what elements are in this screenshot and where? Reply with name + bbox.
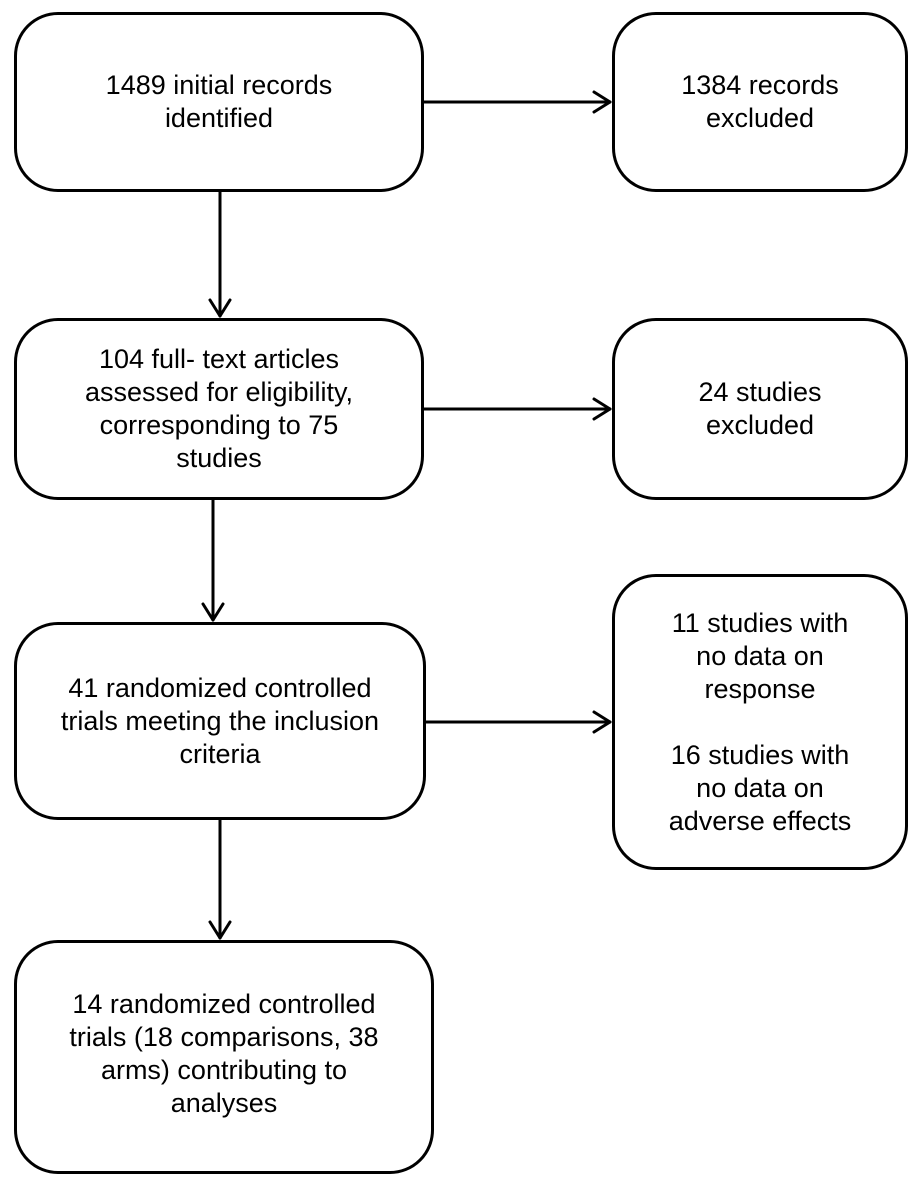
records-identified-box: 1489 initial records identified <box>14 12 424 192</box>
rcts-meeting-criteria-box: 41 randomized controlled trials meeting t… <box>14 622 426 820</box>
rcts-in-analyses-text: 14 randomized controlled trials (18 compa… <box>69 989 379 1118</box>
full-text-assessed-box: 104 full- text articles assessed for elig… <box>14 318 424 500</box>
rcts-in-analyses-box: 14 randomized controlled trials (18 compa… <box>14 940 434 1174</box>
arrow-rcts-to-analyses <box>208 818 232 940</box>
arrow-identified-to-excluded <box>422 90 612 114</box>
studies-excluded-text: 24 studies excluded <box>698 377 822 440</box>
arrow-assessed-to-rcts <box>201 498 225 622</box>
arrow-identified-to-assessed <box>208 190 232 318</box>
rcts-meeting-criteria-text: 41 randomized controlled trials meeting t… <box>60 672 380 769</box>
no-data-box: 11 studies with no data on response 16 stu… <box>612 574 908 870</box>
records-excluded-text: 1384 records excluded <box>681 70 839 133</box>
records-identified-text: 1489 initial records identified <box>105 70 333 133</box>
records-excluded-box: 1384 records excluded <box>612 12 908 192</box>
arrow-rcts-to-no-data <box>424 710 612 734</box>
studies-excluded-box: 24 studies excluded <box>612 318 908 500</box>
no-data-text: 11 studies with no data on response 16 stu… <box>668 607 852 836</box>
arrow-assessed-to-excluded <box>422 397 612 421</box>
full-text-assessed-text: 104 full- text articles assessed for elig… <box>84 344 354 473</box>
